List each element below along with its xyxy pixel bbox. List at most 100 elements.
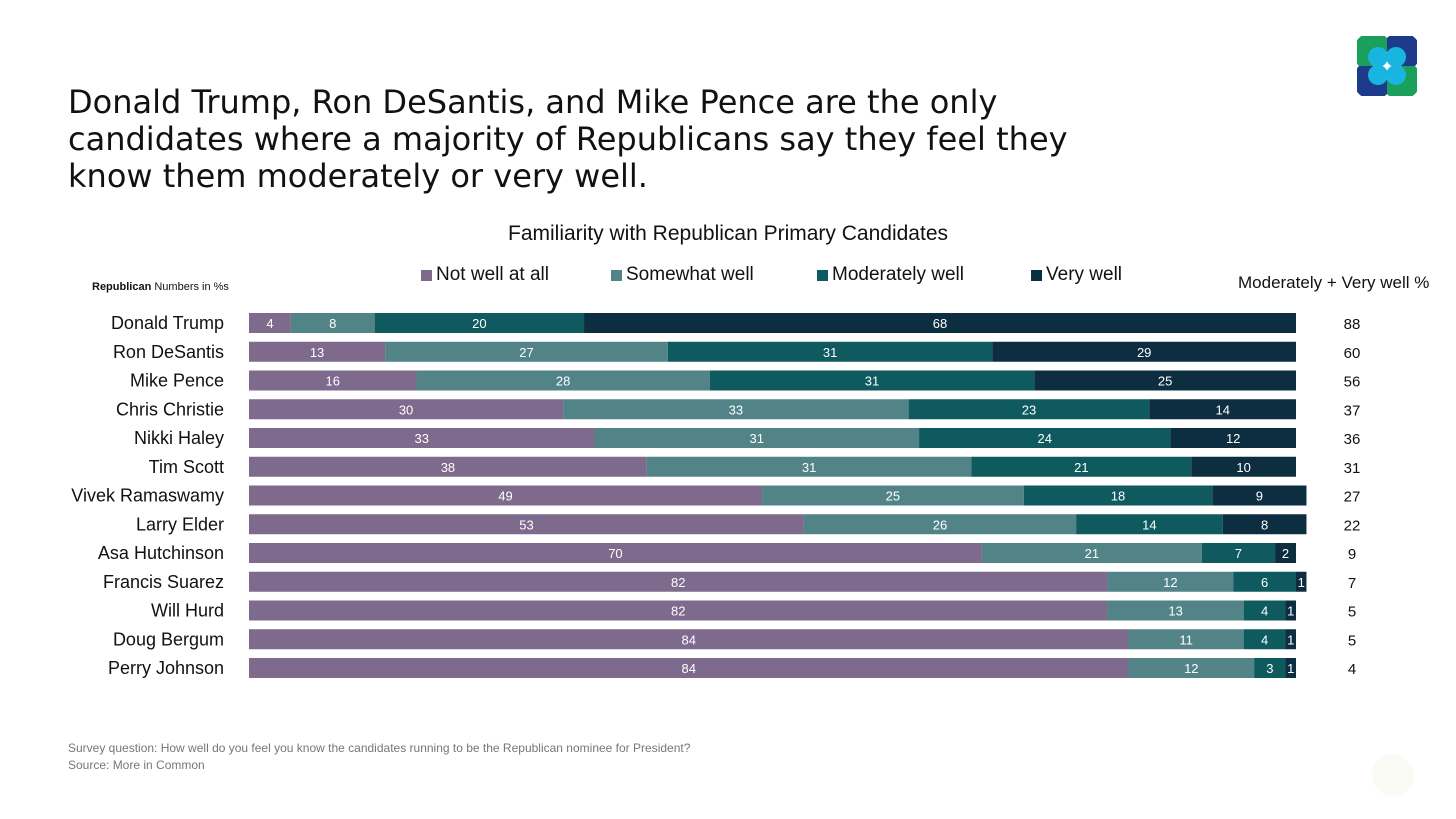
bar-segment	[249, 543, 982, 563]
bar-segment	[1296, 571, 1307, 592]
bar-value-label: 23	[1022, 402, 1036, 417]
category-label: Tim Scott	[149, 457, 224, 477]
bar-value-label: 20	[472, 316, 486, 331]
legend-item-somewhat: Somewhat well	[611, 264, 754, 286]
bar-segment	[584, 313, 1296, 333]
bar-segment	[249, 485, 763, 506]
bar-value-label: 29	[1137, 345, 1151, 360]
bar-segment	[1285, 658, 1296, 678]
bar-value-label: 31	[823, 345, 837, 360]
bar-value-label: 31	[750, 431, 764, 446]
bar-segment	[1034, 370, 1296, 391]
bar-value-label: 14	[1142, 517, 1156, 532]
corner-decoration	[1372, 754, 1414, 796]
legend-swatch	[421, 269, 432, 281]
bar-value-label: 1	[1298, 575, 1305, 590]
footnote: Survey question: How well do you feel yo…	[68, 740, 690, 774]
bar-value-label: 25	[886, 489, 900, 504]
bar-value-label: 26	[933, 517, 947, 532]
legend-label: Moderately well	[832, 264, 964, 285]
bar-value-label: 2	[1282, 546, 1289, 561]
bar-value-label: 4	[266, 316, 273, 331]
bar-segment	[563, 399, 909, 420]
bar-value-label: 21	[1074, 460, 1088, 475]
bar-value-label: 49	[498, 489, 512, 504]
moderately-plus-very-well-value: 5	[1348, 604, 1356, 621]
footnote-question: Survey question: How well do you feel yo…	[68, 741, 691, 755]
bar-segment	[249, 571, 1108, 592]
bar-value-label: 18	[1111, 489, 1125, 504]
bar-segment	[249, 514, 804, 535]
bar-segment	[1285, 600, 1296, 621]
bar-segment	[971, 456, 1192, 477]
bar-segment	[1170, 428, 1296, 448]
bar-value-label: 31	[802, 460, 816, 475]
bar-segment	[919, 428, 1171, 448]
bar-value-label: 8	[1261, 517, 1268, 532]
bar-segment	[1201, 543, 1276, 563]
bar-value-label: 33	[415, 431, 429, 446]
bar-segment	[1149, 399, 1296, 420]
chart-title: Familiarity with Republican Primary Cand…	[508, 222, 948, 245]
bar-segment	[709, 370, 1035, 391]
moderately-plus-very-well-value: 27	[1344, 489, 1361, 506]
legend-swatch	[817, 269, 828, 281]
category-label: Donald Trump	[111, 313, 224, 333]
moderately-plus-very-well-value: 7	[1348, 575, 1356, 592]
bar-value-label: 3	[1266, 661, 1273, 676]
legend-item-not-well: Not well at all	[421, 264, 549, 286]
bar-segment	[249, 658, 1129, 678]
bar-value-label: 1	[1287, 661, 1294, 676]
subnote-bold: Republican	[92, 281, 152, 293]
legend-swatch	[611, 269, 622, 281]
bar-value-label: 16	[326, 374, 340, 389]
bar-value-label: 24	[1037, 431, 1051, 446]
category-label: Francis Suarez	[103, 572, 224, 592]
bar-value-label: 7	[1235, 546, 1242, 561]
bar-segment	[249, 600, 1108, 621]
bar-segment	[249, 399, 564, 420]
bar-segment	[1107, 571, 1234, 592]
bar-segment	[908, 399, 1150, 420]
legend-label: Not well at all	[436, 264, 549, 285]
legend-item-very-well: Very well	[1031, 264, 1122, 286]
bar-segment	[1243, 629, 1286, 650]
bar-value-label: 33	[729, 402, 743, 417]
more-in-common-logo-icon	[1357, 36, 1417, 96]
category-label: Larry Elder	[136, 514, 224, 534]
moderately-plus-very-well-value: 31	[1344, 460, 1361, 477]
legend-item-moderately: Moderately well	[817, 264, 964, 286]
legend: Not well at all Somewhat well Moderately…	[0, 264, 1456, 290]
bar-value-label: 4	[1261, 632, 1268, 647]
bar-value-label: 4	[1261, 604, 1268, 619]
bar-value-label: 82	[671, 604, 685, 619]
bar-value-label: 12	[1226, 431, 1240, 446]
bar-value-label: 38	[441, 460, 455, 475]
bar-segment	[992, 341, 1296, 362]
bar-segment	[249, 428, 595, 448]
category-label: Chris Christie	[116, 399, 224, 419]
category-label: Doug Bergum	[113, 629, 224, 649]
bar-value-label: 13	[310, 345, 324, 360]
bar-segment	[1107, 600, 1244, 621]
bar-segment	[385, 341, 668, 362]
bar-segment	[249, 456, 647, 477]
bar-value-label: 53	[519, 517, 533, 532]
subnote: Republican Numbers in %s	[92, 281, 229, 293]
bar-value-label: 13	[1168, 604, 1182, 619]
bar-value-label: 68	[933, 316, 947, 331]
legend-label: Somewhat well	[626, 264, 754, 285]
bar-value-label: 82	[671, 575, 685, 590]
bar-segment	[1243, 600, 1286, 621]
moderately-plus-very-well-value: 56	[1344, 374, 1361, 391]
category-label: Mike Pence	[130, 371, 224, 391]
moderately-plus-very-well-value: 22	[1344, 517, 1361, 534]
bar-segment	[1222, 514, 1307, 535]
moderately-plus-very-well-header: Moderately + Very well %	[1238, 273, 1430, 292]
bar-segment	[762, 485, 1024, 506]
bar-value-label: 1	[1287, 604, 1294, 619]
footnote-source: Source: More in Common	[68, 758, 205, 772]
bar-segment	[1023, 485, 1213, 506]
headline: Donald Trump, Ron DeSantis, and Mike Pen…	[68, 83, 1068, 195]
bar-value-label: 84	[682, 632, 696, 647]
